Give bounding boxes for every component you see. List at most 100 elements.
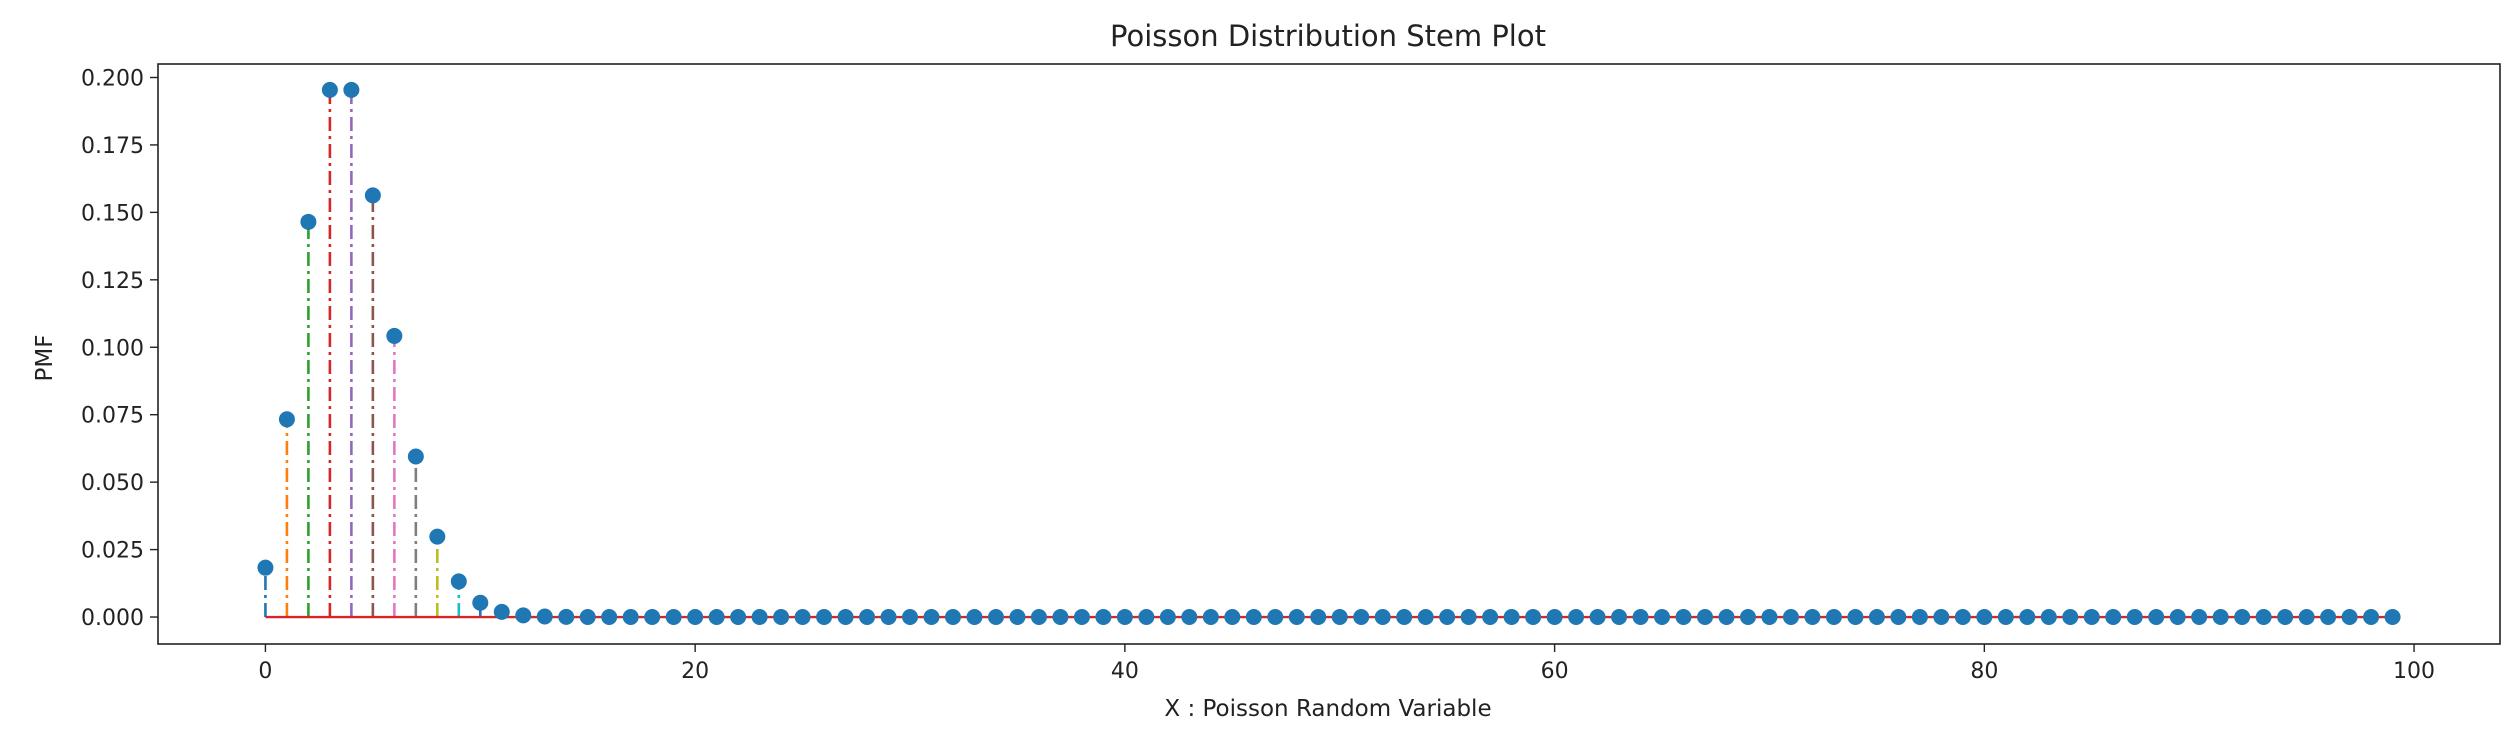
- stem-marker-66: [1675, 609, 1692, 626]
- stem-marker-47: [1267, 609, 1284, 626]
- stem-marker-59: [1525, 609, 1542, 626]
- stem-marker-99: [2384, 609, 2401, 626]
- stem-marker-68: [1718, 609, 1735, 626]
- stem-marker-73: [1825, 609, 1842, 626]
- stem-marker-53: [1396, 609, 1413, 626]
- stem-marker-17: [622, 609, 639, 626]
- stem-marker-80: [1976, 609, 1993, 626]
- y-tick-label-6: 0.150: [81, 201, 144, 226]
- stem-marker-71: [1782, 609, 1799, 626]
- stem-marker-63: [1611, 609, 1628, 626]
- stem-marker-84: [2062, 609, 2079, 626]
- stem-marker-75: [1868, 609, 1885, 626]
- stem-marker-19: [665, 609, 682, 626]
- stem-marker-85: [2083, 609, 2100, 626]
- plot-frame: [157, 63, 2501, 645]
- stem-marker-1: [278, 411, 295, 428]
- stem-marker-77: [1911, 609, 1928, 626]
- stem-marker-7: [407, 448, 424, 465]
- stem-marker-93: [2255, 609, 2272, 626]
- stem-marker-24: [773, 609, 790, 626]
- stem-marker-50: [1331, 609, 1348, 626]
- stem-marker-92: [2234, 609, 2251, 626]
- x-tick-label-80: 80: [1970, 659, 1998, 684]
- stem-marker-91: [2212, 609, 2229, 626]
- stem-marker-37: [1052, 609, 1069, 626]
- stem-marker-82: [2019, 609, 2036, 626]
- stem-marker-69: [1739, 609, 1756, 626]
- stem-marker-35: [1009, 609, 1026, 626]
- stem-marker-44: [1202, 609, 1219, 626]
- stem-marker-62: [1589, 609, 1606, 626]
- x-axis-label: X : Poisson Random Variable: [1164, 696, 1491, 722]
- stem-marker-40: [1116, 609, 1133, 626]
- y-tick-label-7: 0.175: [81, 134, 144, 159]
- stem-marker-43: [1181, 609, 1198, 626]
- y-axis: 0.000 0.025 0.050 0.075 0.100 0.125 0.150 0.175…: [81, 66, 158, 631]
- stem-marker-5: [364, 187, 381, 204]
- x-axis: 0 20 40 60 80 100: [258, 644, 2435, 684]
- x-tick-label-20: 20: [681, 659, 709, 684]
- plot-area: [157, 63, 2501, 645]
- stem-marker-4: [343, 81, 360, 98]
- stem-marker-65: [1654, 609, 1671, 626]
- y-tick-label-1: 0.025: [81, 539, 144, 564]
- stem-marker-86: [2105, 609, 2122, 626]
- stem-marker-83: [2040, 609, 2057, 626]
- stem-marker-89: [2169, 609, 2186, 626]
- stem-marker-41: [1138, 609, 1155, 626]
- y-tick-label-0: 0.000: [81, 606, 144, 631]
- stem-marker-0: [257, 559, 274, 576]
- stem-marker-52: [1374, 609, 1391, 626]
- stem-marker-6: [386, 327, 403, 344]
- stem-marker-96: [2320, 609, 2337, 626]
- stem-marker-29: [880, 609, 897, 626]
- stem-marker-16: [601, 609, 618, 626]
- stem-marker-76: [1890, 609, 1907, 626]
- stem-marker-95: [2298, 609, 2315, 626]
- stem-marker-67: [1697, 609, 1714, 626]
- stem-marker-28: [859, 609, 876, 626]
- stem-marker-21: [708, 609, 725, 626]
- stem-marker-90: [2191, 609, 2208, 626]
- stem-marker-88: [2148, 609, 2165, 626]
- y-tick-label-5: 0.125: [81, 269, 144, 294]
- stem-marker-48: [1288, 609, 1305, 626]
- stem-marker-55: [1439, 609, 1456, 626]
- stem-marker-36: [1030, 609, 1047, 626]
- stem-marker-8: [429, 528, 446, 545]
- stem-marker-30: [902, 609, 919, 626]
- stem-marker-23: [751, 609, 768, 626]
- stem-marker-51: [1353, 609, 1370, 626]
- stem-marker-12: [515, 607, 532, 624]
- x-tick-label-60: 60: [1541, 659, 1569, 684]
- stem-marker-31: [923, 609, 940, 626]
- stem-marker-26: [816, 609, 833, 626]
- stem-marker-49: [1310, 609, 1327, 626]
- y-tick-label-2: 0.050: [81, 471, 144, 496]
- chart-title: Poisson Distribution Stem Plot: [1110, 19, 1546, 53]
- y-tick-label-4: 0.100: [81, 336, 144, 361]
- stem-marker-58: [1503, 609, 1520, 626]
- stem-marker-18: [644, 609, 661, 626]
- stem-marker-33: [966, 609, 983, 626]
- stem-marker-42: [1159, 609, 1176, 626]
- stem-marker-20: [687, 609, 704, 626]
- stem-marker-3: [321, 81, 338, 98]
- stem-marker-98: [2363, 609, 2380, 626]
- stem-marker-94: [2277, 609, 2294, 626]
- stem-marker-72: [1804, 609, 1821, 626]
- stem-marker-11: [493, 603, 510, 620]
- stem-marker-97: [2341, 609, 2358, 626]
- stem-marker-13: [536, 608, 553, 625]
- stem-marker-87: [2126, 609, 2143, 626]
- stem-marker-54: [1417, 609, 1434, 626]
- y-axis-label: PMF: [32, 335, 58, 382]
- stem-marker-27: [837, 609, 854, 626]
- stem-marker-10: [472, 594, 489, 611]
- stem-marker-32: [944, 609, 961, 626]
- stem-marker-25: [794, 609, 811, 626]
- stem-marker-45: [1224, 609, 1241, 626]
- stem-marker-9: [450, 573, 467, 590]
- stem-marker-15: [579, 609, 596, 626]
